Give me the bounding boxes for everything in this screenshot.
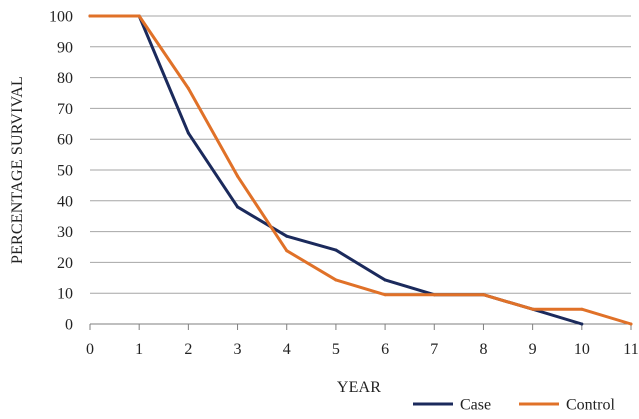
x-tick-label: 8 [479,341,487,358]
series-line-control [88,14,633,326]
tick-labels: 0 10 20 30 40 50 60 70 80 90 100 0 1 2 3 4 5 6 7 8 9 10 11 [49,9,639,359]
data-point-control [186,86,190,90]
data-point-case [334,248,338,252]
data-point-control [629,322,633,326]
legend-label-case: Case [460,397,491,414]
data-point-control [531,307,535,311]
y-tick-label: 70 [57,101,73,118]
grid-lines [90,15,631,294]
data-point-control [481,293,485,297]
data-point-case [285,234,289,238]
y-tick-label: 100 [49,9,73,26]
data-point-control [285,249,289,253]
x-tick-label: 11 [623,341,638,358]
data-point-control [88,14,92,18]
data-point-control [580,307,584,311]
y-axis-title: PERCENTAGE SURVIVAL [9,76,26,264]
data-point-control [432,293,436,297]
data-point-case [383,278,387,282]
x-tick-label: 6 [381,341,389,358]
y-tick-label: 10 [57,286,73,303]
data-point-control [236,174,240,178]
x-tick-label: 4 [283,341,291,358]
x-tick-label: 7 [430,341,438,358]
legend: Case Control [413,397,615,414]
y-tick-label: 60 [57,132,73,149]
x-tick-label: 9 [529,341,537,358]
y-tick-label: 0 [65,317,73,334]
x-tick-label: 0 [86,341,94,358]
data-point-control [137,14,141,18]
data-point-control [334,278,338,282]
legend-label-control: Control [566,397,615,414]
x-tick-label: 10 [574,341,590,358]
data-point-case [580,322,584,326]
y-tick-label: 30 [57,224,73,241]
data-point-case [186,131,190,135]
y-tick-label: 50 [57,163,73,180]
x-tick-label: 3 [234,341,242,358]
x-axis-title: YEAR [337,379,381,396]
y-tick-label: 90 [57,39,73,56]
x-tick-label: 1 [135,341,143,358]
series-lines [88,14,633,326]
data-point-case [236,205,240,209]
data-point-control [383,293,387,297]
y-tick-label: 20 [57,255,73,272]
x-tick-label: 5 [332,341,340,358]
y-tick-label: 80 [57,70,73,87]
x-tick-label: 2 [184,341,192,358]
axes [89,323,632,330]
y-tick-label: 40 [57,193,73,210]
